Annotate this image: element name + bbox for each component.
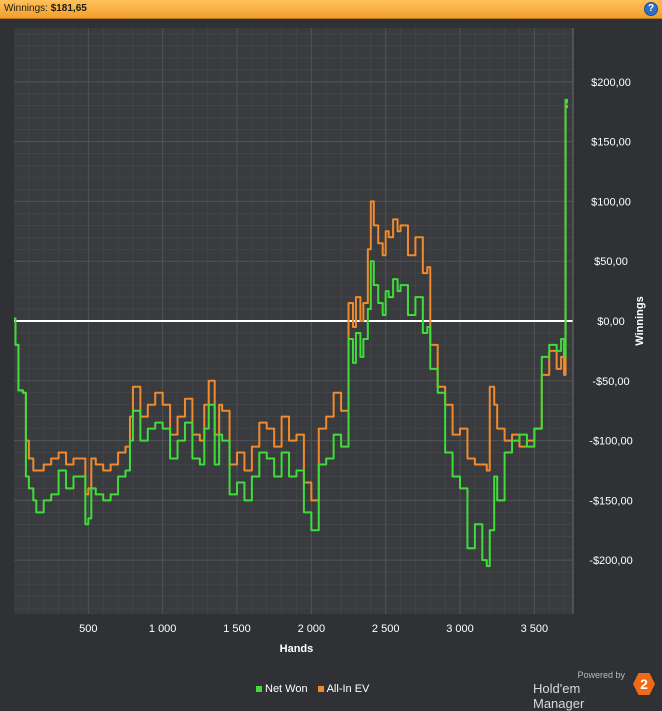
help-icon[interactable]: ? — [644, 2, 658, 16]
brand: Powered by Hold'em Manager 2 — [533, 670, 657, 711]
y-tick-label: $50,00 — [594, 256, 628, 268]
legend-item-net-won[interactable]: Net Won — [256, 683, 308, 695]
x-tick-label: 3 500 — [521, 623, 549, 635]
x-tick-label: 500 — [79, 623, 97, 635]
series-group — [14, 98, 569, 568]
y-tick-label: $100,00 — [591, 196, 631, 208]
y-tick-label: $0,00 — [597, 316, 625, 328]
winnings-title: Winnings: $181,65 — [4, 3, 87, 14]
winnings-label: Winnings: — [4, 3, 48, 14]
hem2-logo-icon: 2 — [633, 673, 655, 695]
series-line-net-won — [14, 98, 569, 568]
legend: Net Won All-In EV — [256, 683, 369, 695]
powered-by-text: Powered by — [577, 670, 625, 680]
y-tick-label: -$100,00 — [589, 436, 632, 448]
legend-swatch-all-in-ev — [317, 686, 324, 692]
x-axis-ticks: 500 1 000 1 500 2 000 2 500 3 000 3 500 — [79, 623, 548, 635]
y-tick-label: -$200,00 — [589, 555, 632, 567]
x-axis-title: Hands — [280, 643, 314, 655]
title-bar: Winnings: $181,65 ? — [0, 0, 662, 19]
brand-name: Hold'em Manager — [533, 681, 585, 711]
winnings-chart: 500 1 000 1 500 2 000 2 500 3 000 3 500 $200,0… — [14, 28, 646, 655]
series-line-all-in-ev — [14, 104, 569, 502]
legend-swatch-net-won — [256, 686, 262, 692]
x-tick-label: 2 500 — [372, 623, 400, 635]
y-axis-title: Winnings — [634, 296, 646, 345]
legend-label-all-in-ev: All-In EV — [326, 683, 370, 695]
y-axis-ticks: $200,00 $150,00 $100,00 $50,00 $0,00 -$50,00 -… — [589, 77, 632, 567]
x-tick-label: 3 000 — [446, 623, 474, 635]
legend-item-all-in-ev[interactable]: All-In EV — [317, 683, 370, 695]
x-tick-label: 2 000 — [298, 623, 326, 635]
x-tick-label: 1 500 — [223, 623, 251, 635]
y-tick-label: $200,00 — [591, 77, 631, 89]
winnings-value: $181,65 — [50, 3, 87, 14]
y-tick-label: -$150,00 — [589, 495, 632, 507]
y-tick-label: $150,00 — [591, 137, 631, 149]
y-tick-label: -$50,00 — [592, 376, 629, 388]
x-tick-label: 1 000 — [149, 623, 177, 635]
legend-label-net-won: Net Won — [265, 683, 308, 695]
